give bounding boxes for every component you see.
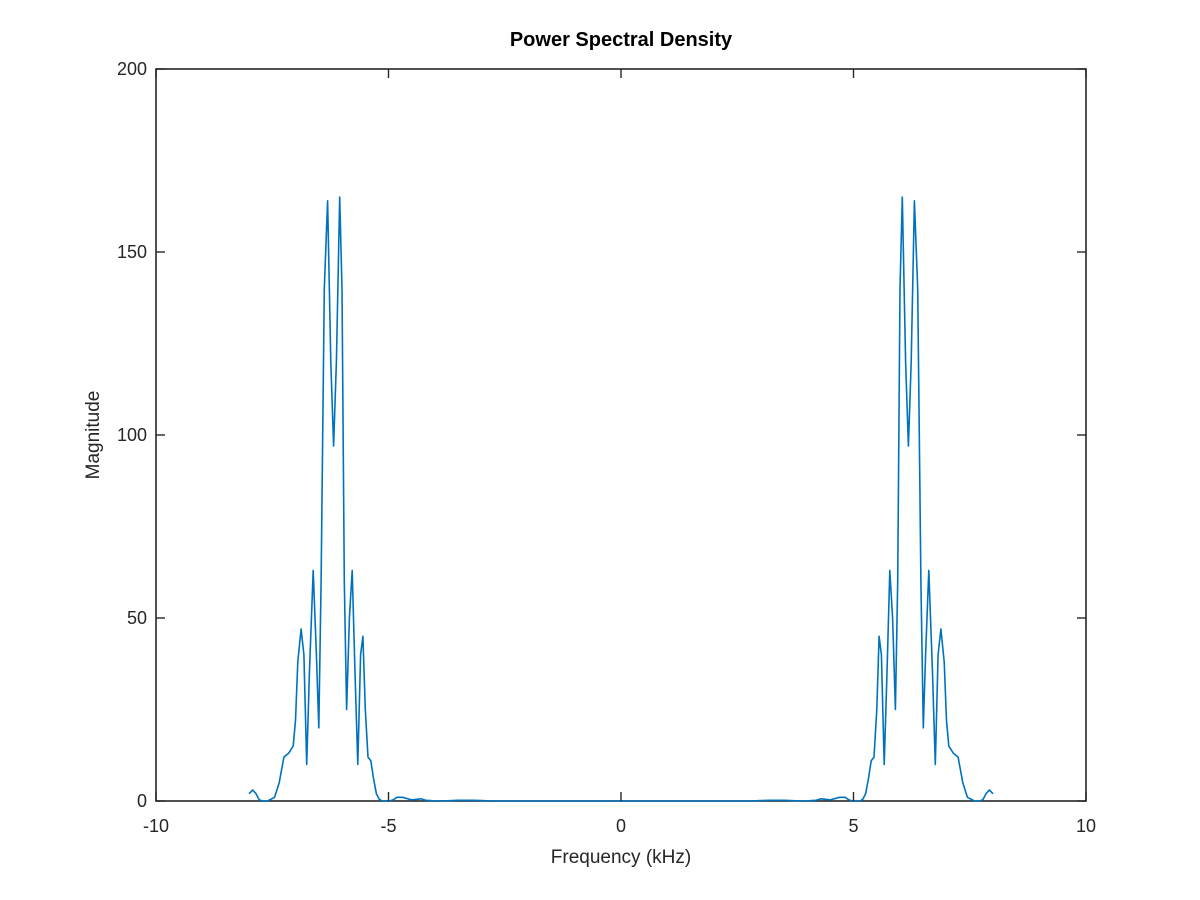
y-tick-label: 0 bbox=[137, 791, 147, 811]
y-tick-label: 150 bbox=[117, 242, 147, 262]
y-tick-label: 50 bbox=[127, 608, 147, 628]
x-tick-label: -5 bbox=[380, 816, 396, 836]
x-axis-label: Frequency (kHz) bbox=[551, 847, 691, 868]
x-tick-label: 0 bbox=[616, 816, 626, 836]
y-axis-label: Magnitude bbox=[83, 391, 104, 480]
y-tick-label: 200 bbox=[117, 59, 147, 79]
y-tick-label: 100 bbox=[117, 425, 147, 445]
x-tick-label: 10 bbox=[1076, 816, 1096, 836]
x-tick-label: -10 bbox=[143, 816, 169, 836]
chart-title: Power Spectral Density bbox=[510, 29, 733, 51]
x-tick-label: 5 bbox=[848, 816, 858, 836]
